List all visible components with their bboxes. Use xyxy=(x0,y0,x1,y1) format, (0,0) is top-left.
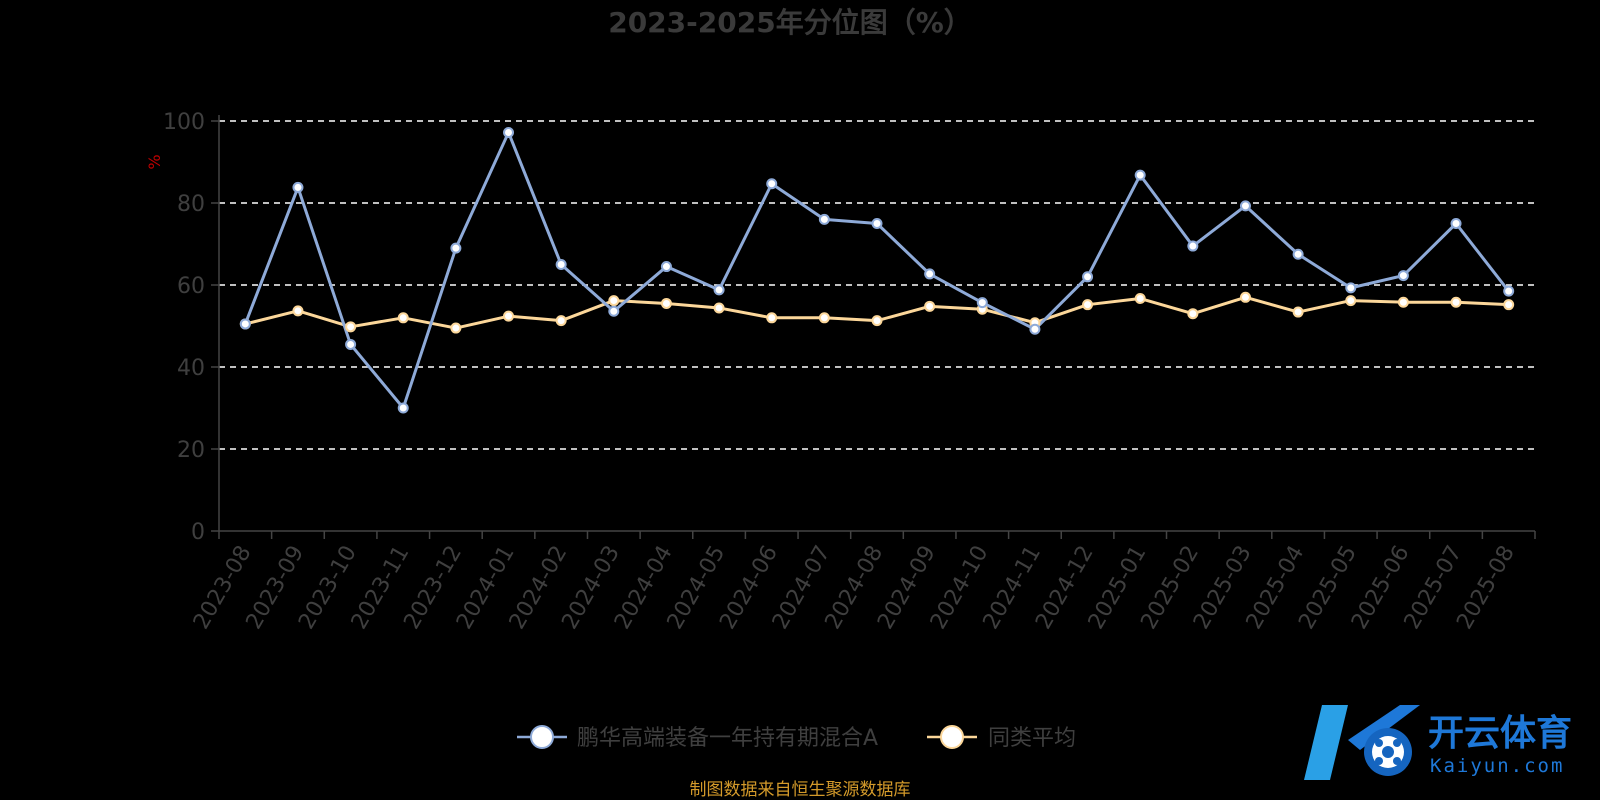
data-point-1[interactable] xyxy=(1397,296,1409,308)
y-axis-unit: % xyxy=(145,154,164,169)
y-tick-label: 20 xyxy=(177,438,205,463)
data-point-1[interactable] xyxy=(1292,306,1304,318)
data-point-0[interactable] xyxy=(397,402,409,414)
data-point-0[interactable] xyxy=(1134,169,1146,181)
data-point-0[interactable] xyxy=(660,261,672,273)
y-tick-label: 80 xyxy=(177,192,205,217)
data-point-0[interactable] xyxy=(871,218,883,229)
data-point-1[interactable] xyxy=(818,312,830,324)
y-tick-label: 0 xyxy=(191,520,205,545)
data-point-1[interactable] xyxy=(1187,308,1199,320)
logo-mark-icon xyxy=(1304,705,1420,780)
data-point-0[interactable] xyxy=(976,297,988,309)
y-tick-label: 100 xyxy=(163,110,205,135)
data-point-0[interactable] xyxy=(1397,270,1409,282)
data-point-0[interactable] xyxy=(924,268,936,280)
data-point-1[interactable] xyxy=(924,300,936,312)
axes: 0204060801002023-082023-092023-102023-11… xyxy=(163,110,1536,634)
legend-label-avg[interactable]: 同类平均 xyxy=(988,726,1076,751)
data-point-0[interactable] xyxy=(1187,240,1199,252)
data-point-1[interactable] xyxy=(555,315,567,327)
watermark-logo: 开云体育 Kaiyun.com xyxy=(1304,705,1572,780)
source-note: 制图数据来自恒生聚源数据库 xyxy=(690,780,911,800)
y-tick-label: 60 xyxy=(177,274,205,299)
chart-title: 2023-2025年分位图（%） xyxy=(608,6,972,39)
data-point-0[interactable] xyxy=(450,242,462,254)
data-point-1[interactable] xyxy=(660,297,672,309)
data-point-0[interactable] xyxy=(1503,285,1515,297)
data-point-0[interactable] xyxy=(1029,323,1041,335)
data-point-0[interactable] xyxy=(1450,218,1462,229)
series-lines xyxy=(239,126,1515,414)
legend-marker-fund xyxy=(530,725,554,749)
data-point-0[interactable] xyxy=(818,213,830,225)
gridlines xyxy=(219,120,1535,450)
y-tick-label: 40 xyxy=(177,356,205,381)
data-point-1[interactable] xyxy=(1134,293,1146,305)
data-point-0[interactable] xyxy=(608,305,620,317)
data-point-0[interactable] xyxy=(1082,271,1094,283)
data-point-1[interactable] xyxy=(871,315,883,327)
data-point-0[interactable] xyxy=(503,126,515,138)
data-point-1[interactable] xyxy=(713,302,725,314)
data-point-1[interactable] xyxy=(397,312,409,324)
data-point-1[interactable] xyxy=(450,322,462,334)
data-point-0[interactable] xyxy=(766,178,778,190)
data-point-1[interactable] xyxy=(1239,291,1251,303)
legend-label-fund[interactable]: 鹏华高端装备一年持有期混合A xyxy=(577,726,878,751)
data-point-1[interactable] xyxy=(1082,299,1094,311)
data-point-0[interactable] xyxy=(345,338,357,350)
watermark-cn: 开云体育 xyxy=(1428,713,1572,754)
data-point-1[interactable] xyxy=(292,305,304,317)
data-point-0[interactable] xyxy=(292,181,304,193)
data-point-0[interactable] xyxy=(555,259,567,270)
data-point-1[interactable] xyxy=(1503,299,1515,311)
watermark-en: Kaiyun.com xyxy=(1430,755,1564,777)
data-point-0[interactable] xyxy=(713,284,725,296)
data-point-1[interactable] xyxy=(1450,296,1462,308)
legend-marker-avg xyxy=(940,725,964,749)
data-point-1[interactable] xyxy=(1345,295,1357,307)
data-point-1[interactable] xyxy=(503,310,515,322)
data-point-1[interactable] xyxy=(345,321,357,333)
legend[interactable]: 鹏华高端装备一年持有期混合A 同类平均 xyxy=(517,725,1076,751)
data-point-0[interactable] xyxy=(239,318,251,330)
data-point-0[interactable] xyxy=(1239,200,1251,212)
data-point-0[interactable] xyxy=(1292,248,1304,260)
data-point-1[interactable] xyxy=(608,295,620,307)
data-point-1[interactable] xyxy=(766,312,778,324)
data-point-0[interactable] xyxy=(1345,282,1357,294)
